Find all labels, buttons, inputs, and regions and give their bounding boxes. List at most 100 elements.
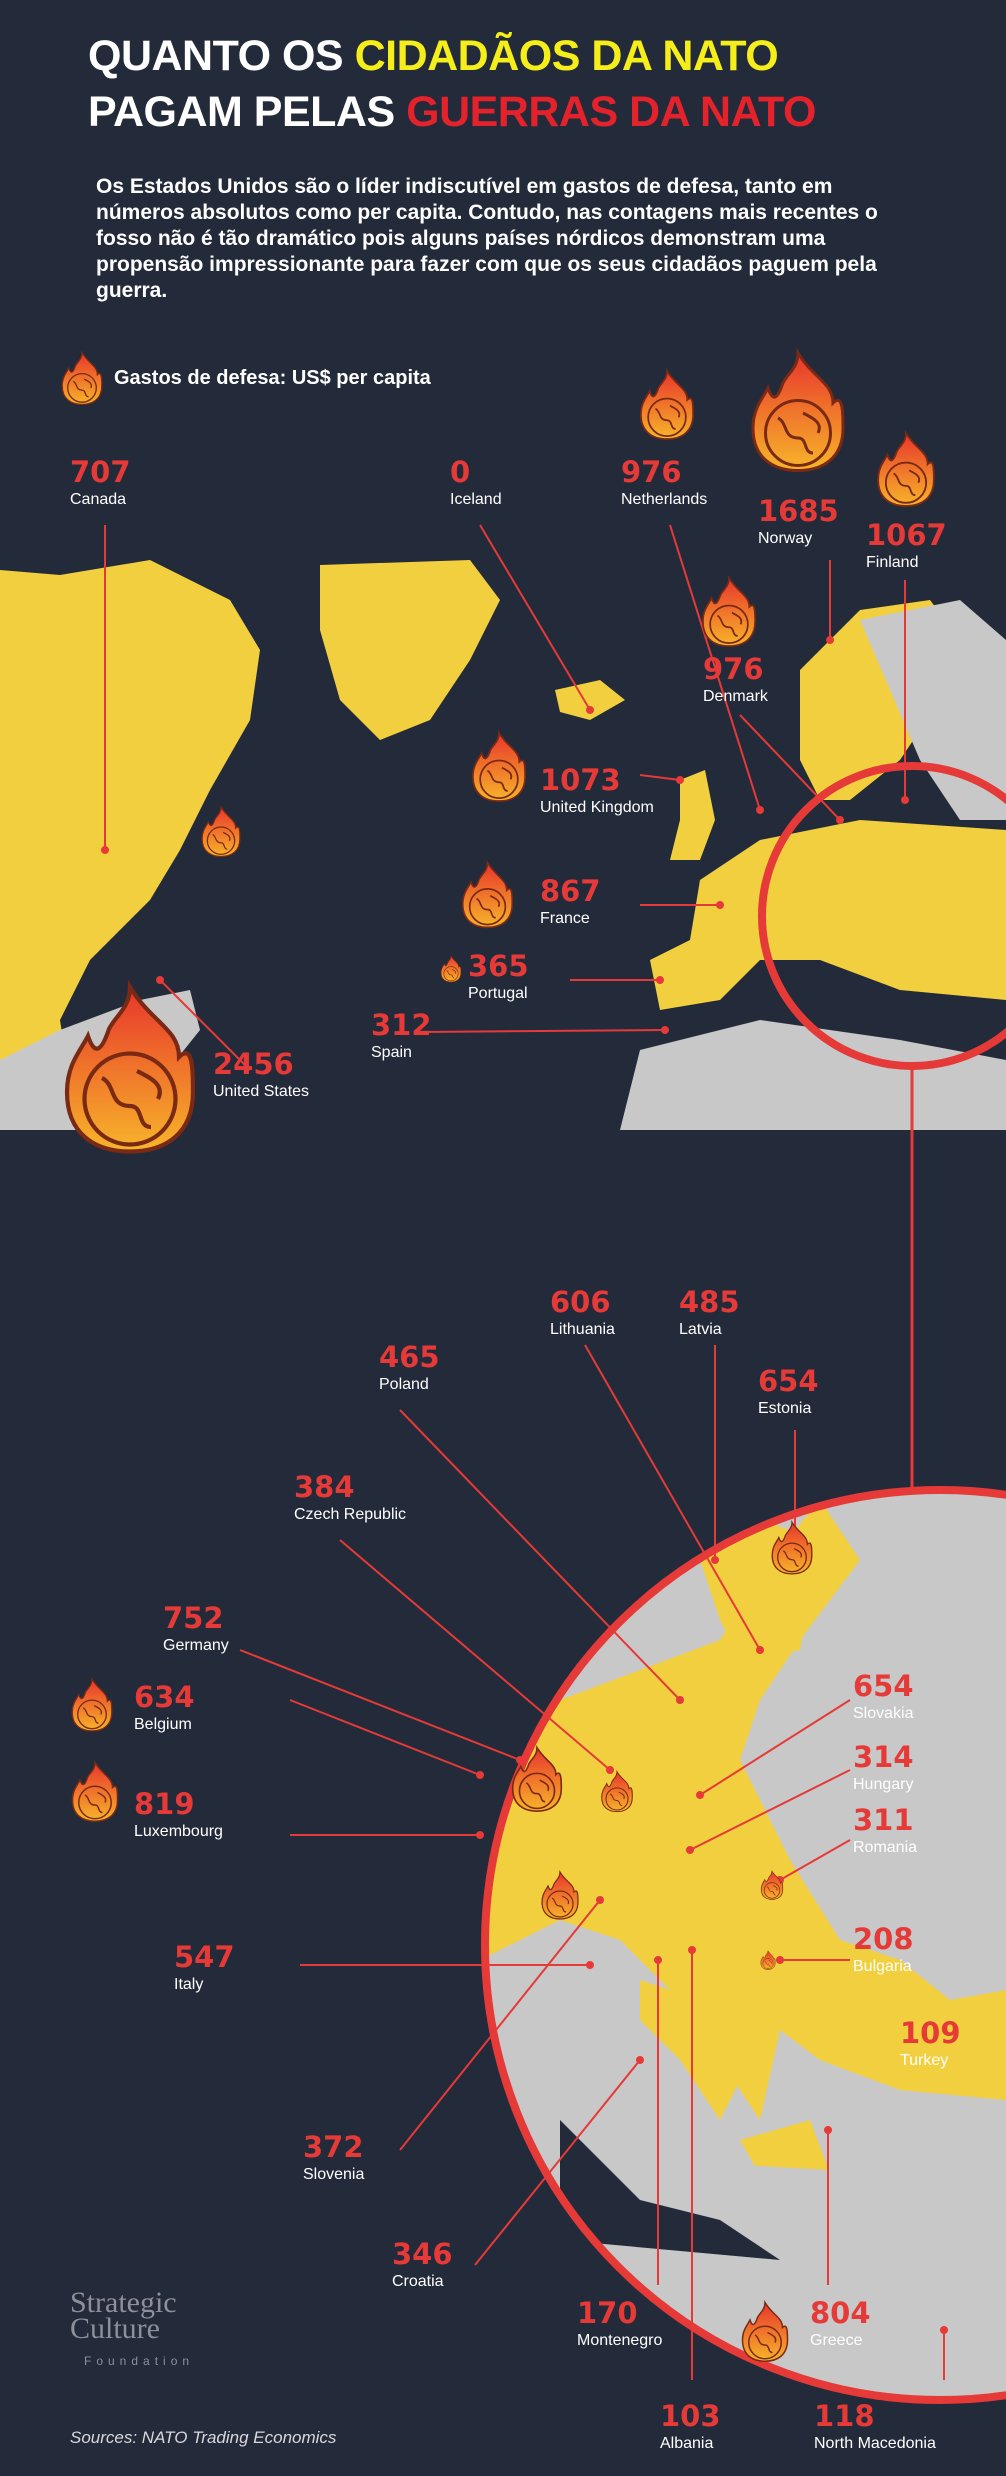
- country-label: 804 Greece: [810, 2299, 871, 2349]
- country-name: Czech Republic: [294, 1506, 407, 1523]
- leader-line: [739, 714, 841, 821]
- leader-line: [399, 1409, 681, 1701]
- leader-dot: [476, 1771, 484, 1779]
- spending-value: 312: [371, 1008, 432, 1042]
- intro-text: Os Estados Unidos são o líder indiscutív…: [96, 175, 878, 302]
- zoom-circle-large: [481, 1486, 1006, 2404]
- title-highlight: CIDADÃOS DA NATO: [354, 32, 779, 80]
- burning-globe-icon: [511, 1745, 563, 1812]
- leader-dot: [776, 1956, 784, 1964]
- spending-value: 485: [679, 1285, 740, 1319]
- land-africa: [620, 1020, 1006, 1130]
- burning-globe-icon: [541, 1870, 579, 1920]
- leader-line: [239, 1649, 521, 1761]
- country-name: Latvia: [679, 1321, 722, 1338]
- spending-value: 109: [900, 2016, 961, 2050]
- country-name: Estonia: [758, 1400, 812, 1417]
- spending-value: 1067: [866, 518, 947, 552]
- leader-line: [474, 2059, 641, 2266]
- spending-value: 103: [660, 2399, 721, 2433]
- leader-dot: [676, 1696, 684, 1704]
- spending-value: 118: [814, 2399, 875, 2433]
- country-name: Italy: [174, 1976, 204, 1993]
- spending-value: 654: [758, 1364, 819, 1398]
- land-russia: [860, 600, 1006, 820]
- title-highlight: GUERRAS DA NATO: [406, 88, 816, 136]
- country-label: 0 Iceland: [450, 458, 502, 508]
- leader-dot: [676, 776, 684, 784]
- land-uk: [670, 770, 715, 860]
- leader-line: [779, 1839, 851, 1881]
- leader-line: [689, 1769, 851, 1851]
- spending-value: 208: [853, 1922, 914, 1956]
- leader-dot: [101, 846, 109, 854]
- country-label: 208 Bulgaria: [853, 1925, 914, 1975]
- leader-line: [639, 774, 681, 781]
- leader-dot: [836, 816, 844, 824]
- country-name: Belgium: [134, 1716, 192, 1733]
- leader-dot: [606, 1766, 614, 1774]
- leader-dot: [756, 806, 764, 814]
- country-label: 752 Germany: [163, 1604, 229, 1654]
- country-name: Bulgaria: [853, 1958, 912, 1975]
- country-label: 346 Croatia: [392, 2240, 453, 2290]
- country-name: Denmark: [703, 688, 768, 705]
- logo-text: Strategic: [70, 2286, 177, 2319]
- leader-dot: [636, 2056, 644, 2064]
- legend: Gastos de defesa: US$ per capita: [60, 350, 431, 406]
- strategic-culture-logo: Strategic Culture Foundation: [70, 2288, 195, 2374]
- burning-globe-icon: [71, 1760, 119, 1823]
- leader-line: [159, 979, 251, 1071]
- country-label: 654 Estonia: [758, 1367, 819, 1417]
- burning-globe-icon: [64, 980, 196, 1154]
- country-name: Germany: [163, 1637, 229, 1654]
- burning-globe-icon: [640, 368, 694, 440]
- country-label: 109 Turkey: [900, 2019, 961, 2069]
- spending-value: 752: [163, 1601, 224, 1635]
- burning-globe-icon: [760, 1950, 776, 1970]
- spending-value: 634: [134, 1680, 195, 1714]
- spending-value: 0: [450, 455, 471, 489]
- land-greenland: [320, 560, 500, 740]
- leader-dot: [688, 1946, 696, 1954]
- spending-value: 804: [810, 2296, 871, 2330]
- leader-dot: [711, 1556, 719, 1564]
- burning-globe-icon: [440, 955, 462, 983]
- country-name: Netherlands: [621, 491, 708, 508]
- country-name: Greece: [810, 2332, 863, 2349]
- country-label: 372 Slovenia: [303, 2133, 364, 2183]
- country-label: 634 Belgium: [134, 1683, 195, 1733]
- country-name: Iceland: [450, 491, 502, 508]
- burning-globe-icon: [741, 2300, 789, 2363]
- spending-value: 654: [853, 1669, 914, 1703]
- country-label: 311 Romania: [853, 1806, 917, 1856]
- leader-dot: [661, 1026, 669, 1034]
- country-label: 314 Hungary: [853, 1743, 914, 1793]
- land-europe: [650, 820, 1006, 1010]
- leader-line: [339, 1539, 611, 1771]
- burning-globe-icon: [201, 805, 241, 858]
- leader-dot: [826, 636, 834, 644]
- country-label: 365 Portugal: [468, 952, 529, 1002]
- spending-value: 314: [853, 1740, 914, 1774]
- spending-value: 2456: [213, 1047, 294, 1081]
- country-name: Poland: [379, 1376, 429, 1393]
- spending-value: 365: [468, 949, 529, 983]
- sources-note: Sources: NATO Trading Economics: [70, 2428, 337, 2447]
- country-label: 976 Denmark: [703, 655, 768, 705]
- spending-value: 1685: [758, 494, 839, 528]
- spending-value: 819: [134, 1787, 195, 1821]
- spending-value: 384: [294, 1470, 355, 1504]
- leader-lines: [101, 524, 948, 2380]
- country-label: 103 Albania: [660, 2402, 721, 2452]
- spending-value: 372: [303, 2130, 364, 2164]
- spending-value: 976: [621, 455, 682, 489]
- leader-dot: [686, 1846, 694, 1854]
- country-label: 312 Spain: [371, 1011, 432, 1061]
- leader-dot: [654, 1956, 662, 1964]
- country-label: 118 North Macedonia: [814, 2402, 936, 2452]
- leader-dot: [476, 1831, 484, 1839]
- leader-dot: [156, 976, 164, 984]
- logo-text: Foundation: [84, 2354, 195, 2368]
